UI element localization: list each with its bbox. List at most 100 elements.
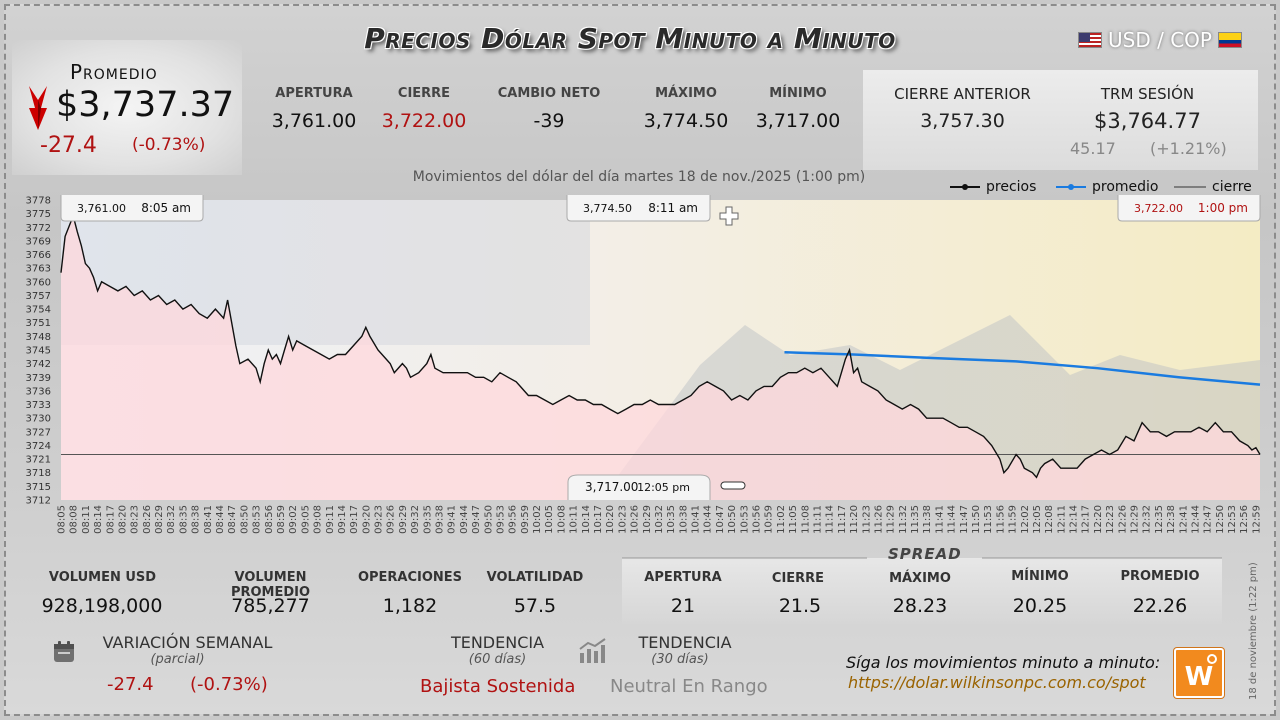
net-change-value: -39 <box>533 110 565 132</box>
x-tick-label: 09:35 <box>422 505 433 534</box>
callout-box <box>60 195 204 222</box>
weekly-label: VARIACIÓN SEMANAL <box>102 633 273 652</box>
y-tick-label: 3718 <box>26 468 51 479</box>
x-tick-label: 10:56 <box>752 505 763 534</box>
x-tick-label: 11:17 <box>837 505 848 534</box>
follow-message: Síga los movimientos minuto a minuto: <box>846 653 1161 672</box>
opening-value: 3,761.00 <box>271 110 357 132</box>
y-tick-label: 3742 <box>26 359 51 370</box>
x-tick-label: 12:14 <box>1069 505 1080 534</box>
x-tick-label: 12:44 <box>1190 505 1201 534</box>
spread-open-value: 21 <box>670 595 696 617</box>
x-tick-label: 08:53 <box>252 505 263 534</box>
trend30-sub: (30 días) <box>651 652 709 667</box>
legend-cierre-swatch <box>1174 186 1206 188</box>
logo-mark-icon: W <box>1185 654 1217 692</box>
trend-chart-icon <box>579 638 606 663</box>
callout-close: 3,722.00 1:00 pm <box>1117 195 1261 222</box>
spread-open-label: APERTURA <box>644 570 722 585</box>
callout-box <box>566 195 711 222</box>
x-tick-label: 08:26 <box>142 505 153 534</box>
x-tick-label: 08:59 <box>276 505 287 534</box>
callout-price: 3,774.50 <box>583 202 632 215</box>
x-tick-label: 10:41 <box>691 505 702 534</box>
x-tick-label: 10:59 <box>764 505 775 534</box>
trend60-sub: (60 días) <box>468 652 527 667</box>
precios-line <box>60 213 1261 479</box>
x-tick-label: 09:41 <box>447 505 458 534</box>
page-title: Precios Dólar Spot Minuto a Minuto <box>364 22 896 55</box>
x-tick-label: 09:59 <box>520 505 531 534</box>
x-tick-label: 11:26 <box>873 505 884 534</box>
min-value: 3,717.00 <box>755 110 841 132</box>
x-tick-label: 10:26 <box>630 505 641 534</box>
max-label: MÁXIMO <box>655 86 717 101</box>
weekly-change-pct: (-0.73%) <box>190 674 268 695</box>
x-tick-label: 12:56 <box>1239 505 1250 534</box>
legend-precios-swatch <box>950 184 980 190</box>
x-tick-label: 11:38 <box>922 505 933 534</box>
average-value: $3,737.37 <box>56 85 235 125</box>
x-tick-label: 10:47 <box>715 505 726 534</box>
scrollbar-handle <box>720 481 746 490</box>
average-change: -27.4 <box>40 133 97 158</box>
volume-value: 928,198,000 <box>41 595 163 617</box>
y-tick-label: 3736 <box>26 386 51 397</box>
wilkinson-logo[interactable]: W <box>1174 648 1224 698</box>
spread-avg-value: 22.26 <box>1132 595 1188 617</box>
y-tick-label: 3745 <box>26 346 51 357</box>
x-tick-label: 12:32 <box>1142 505 1153 534</box>
x-tick-label: 12:26 <box>1117 505 1128 534</box>
x-tick-label: 10:53 <box>739 505 750 534</box>
x-tick-label: 10:32 <box>654 505 665 534</box>
x-tick-label: 08:56 <box>264 505 275 534</box>
x-tick-label: 10:11 <box>569 505 580 534</box>
x-tick-label: 09:44 <box>459 505 470 534</box>
x-tick-label: 12:20 <box>1093 505 1104 534</box>
volume-avg-value: 785,277 <box>231 595 310 617</box>
average-panel <box>12 40 242 175</box>
callout-price: 3,717.00 <box>585 480 638 494</box>
volume-avg-label: VOLUMEN PROMEDIO <box>230 570 311 600</box>
x-tick-label: 11:50 <box>971 505 982 534</box>
colombia-flag-icon <box>1218 32 1242 48</box>
x-tick-label: 09:56 <box>508 505 519 534</box>
trend60-value: Bajista Sostenida <box>420 676 576 697</box>
x-tick-label: 09:32 <box>410 505 421 534</box>
callout-price: 3,761.00 <box>77 202 126 215</box>
x-tick-label: 09:26 <box>386 505 397 534</box>
x-tick-label: 12:47 <box>1203 505 1214 534</box>
y-tick-label: 3754 <box>26 305 51 316</box>
x-tick-label: 12:02 <box>1020 505 1031 534</box>
x-tick-label: 12:11 <box>1056 505 1067 534</box>
x-tick-label: 10:50 <box>727 505 738 534</box>
weekly-change: -27.4 <box>107 674 154 695</box>
trm-value: $3,764.77 <box>1094 109 1201 133</box>
callout-box <box>567 474 711 500</box>
x-tick-label: 09:14 <box>337 505 348 534</box>
x-tick-label: 09:02 <box>288 505 299 534</box>
x-tick-label: 08:38 <box>191 505 202 534</box>
operations-label: OPERACIONES <box>357 570 463 585</box>
callout-price: 3,722.00 <box>1134 202 1183 215</box>
x-tick-label: 10:14 <box>581 505 592 534</box>
x-tick-label: 11:08 <box>800 505 811 534</box>
x-tick-label: 09:23 <box>374 505 385 534</box>
price-chart: 3712 3715 3718 3721 3724 3727 3730 3733 3736 3739… <box>26 195 1262 534</box>
x-tick-label: 11:35 <box>910 505 921 534</box>
x-tick-label: 08:11 <box>81 505 92 534</box>
callout-box <box>1117 195 1261 222</box>
average-label: Promedio <box>70 60 158 84</box>
y-tick-label: 3766 <box>26 250 51 261</box>
average-change-pct: (-0.73%) <box>132 135 206 155</box>
x-tick-label: 10:44 <box>703 505 714 534</box>
y-tick-label: 3775 <box>26 209 51 220</box>
website-link[interactable]: https://dolar.wilkinsonpc.com.co/spot <box>848 673 1146 692</box>
x-tick-label: 11:29 <box>886 505 897 534</box>
callout-time: 8:05 am <box>141 201 191 215</box>
x-tick-label: 12:23 <box>1105 505 1116 534</box>
trm-change: 45.17 <box>1070 139 1116 158</box>
close-value: 3,722.00 <box>381 110 467 132</box>
chart-subtitle: Movimientos del dólar del día martes 18 … <box>412 169 866 185</box>
x-tick-label: 08:14 <box>93 505 104 534</box>
